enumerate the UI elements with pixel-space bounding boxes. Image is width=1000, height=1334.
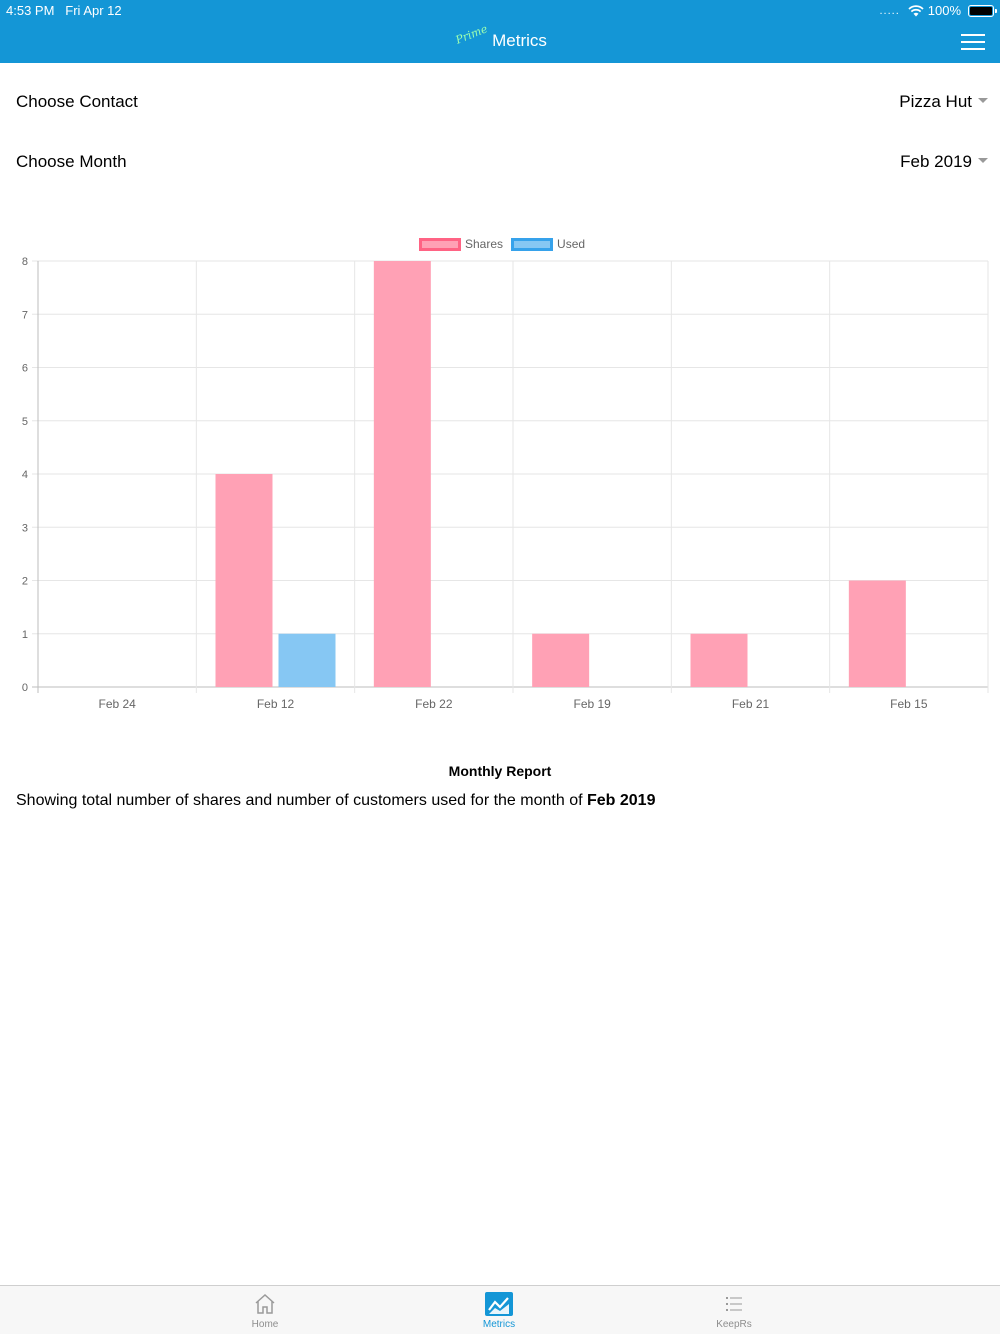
month-row: Choose Month Feb 2019 (16, 147, 988, 177)
y-tick-label: 3 (22, 522, 28, 534)
tab-metrics[interactable]: Metrics (459, 1292, 539, 1330)
app-header: 4:53 PM Fri Apr 12 ..... 100% Prime Metr… (0, 0, 1000, 63)
bar-chart: Shares Used 0 1 2 3 4 5 6 7 8 Feb 24 Feb 12 Feb 22 F… (0, 225, 1000, 725)
battery-percent: 100% (927, 3, 961, 18)
x-tick-label: Feb 21 (732, 697, 770, 711)
y-tick-label: 2 (22, 576, 28, 588)
legend-swatch-shares (419, 237, 461, 251)
legend-label-used: Used (557, 237, 586, 251)
status-indicators: ..... 100% (879, 3, 997, 18)
tab-metrics-label: Metrics (482, 1319, 516, 1330)
x-tick-label: Feb 22 (415, 697, 453, 711)
chevron-down-icon (978, 157, 988, 163)
contact-label: Choose Contact (16, 92, 138, 111)
report-text: Showing total number of shares and numbe… (16, 792, 587, 809)
contact-select[interactable]: Pizza Hut (899, 92, 988, 112)
bar-used (278, 633, 336, 687)
list-icon (726, 1297, 742, 1311)
bar-shares (373, 261, 431, 687)
wifi-icon (908, 4, 924, 16)
legend-item-shares[interactable]: Shares (419, 237, 503, 251)
bar-shares (848, 580, 906, 687)
hamburger-menu-icon[interactable] (961, 34, 985, 50)
brand-logo: Prime Metrics (454, 22, 547, 51)
month-label: Choose Month (16, 152, 127, 171)
y-tick-label: 4 (22, 469, 28, 481)
chart-canvas: 0 1 2 3 4 5 6 7 8 Feb 24 Feb 12 Feb 22 Feb 19 Feb 21 F… (22, 256, 989, 711)
signal-icon: ..... (879, 4, 900, 17)
bar-shares (215, 474, 273, 687)
x-tick-label: Feb 12 (257, 697, 295, 711)
tab-keeprs-label: KeepRs (716, 1319, 752, 1330)
y-tick-label: 0 (22, 682, 28, 694)
tab-home-label: Home (251, 1319, 279, 1330)
month-select[interactable]: Feb 2019 (900, 152, 988, 172)
bar-shares (532, 633, 590, 687)
page-title: Metrics (492, 31, 547, 50)
home-icon (255, 1293, 275, 1314)
y-tick-label: 7 (22, 309, 28, 321)
battery-icon (968, 4, 997, 17)
contact-row: Choose Contact Pizza Hut (16, 87, 988, 117)
month-value: Feb 2019 (900, 152, 972, 171)
bar-shares (690, 633, 748, 687)
x-tick-label: Feb 19 (573, 697, 611, 711)
legend-item-used[interactable]: Used (511, 237, 585, 251)
tab-keeprs[interactable]: KeepRs (694, 1292, 774, 1330)
y-tick-label: 1 (22, 629, 28, 641)
status-time: 4:53 PM Fri Apr 12 (6, 3, 122, 18)
legend-swatch-used (511, 237, 554, 251)
y-tick-label: 6 (22, 363, 28, 375)
report-description: Showing total number of shares and numbe… (16, 792, 655, 810)
chevron-down-icon (978, 97, 988, 103)
status-date-text: Fri Apr 12 (65, 3, 122, 18)
y-tick-label: 8 (22, 256, 28, 268)
y-tick-label: 5 (22, 416, 28, 428)
tab-bar: Home Metrics KeepRs (0, 1285, 1000, 1334)
contact-value: Pizza Hut (899, 92, 972, 111)
report-title: Monthly Report (448, 763, 552, 779)
x-tick-label: Feb 15 (890, 697, 928, 711)
status-time-text: 4:53 PM (6, 3, 55, 18)
report-month: Feb 2019 (586, 792, 656, 809)
chart-icon (485, 1292, 513, 1316)
brand-prime: Prime (453, 22, 490, 47)
tab-home[interactable]: Home (225, 1292, 305, 1330)
x-tick-label: Feb 24 (98, 697, 136, 711)
chart-legend: Shares Used (419, 237, 593, 251)
legend-label-shares: Shares (465, 237, 504, 251)
